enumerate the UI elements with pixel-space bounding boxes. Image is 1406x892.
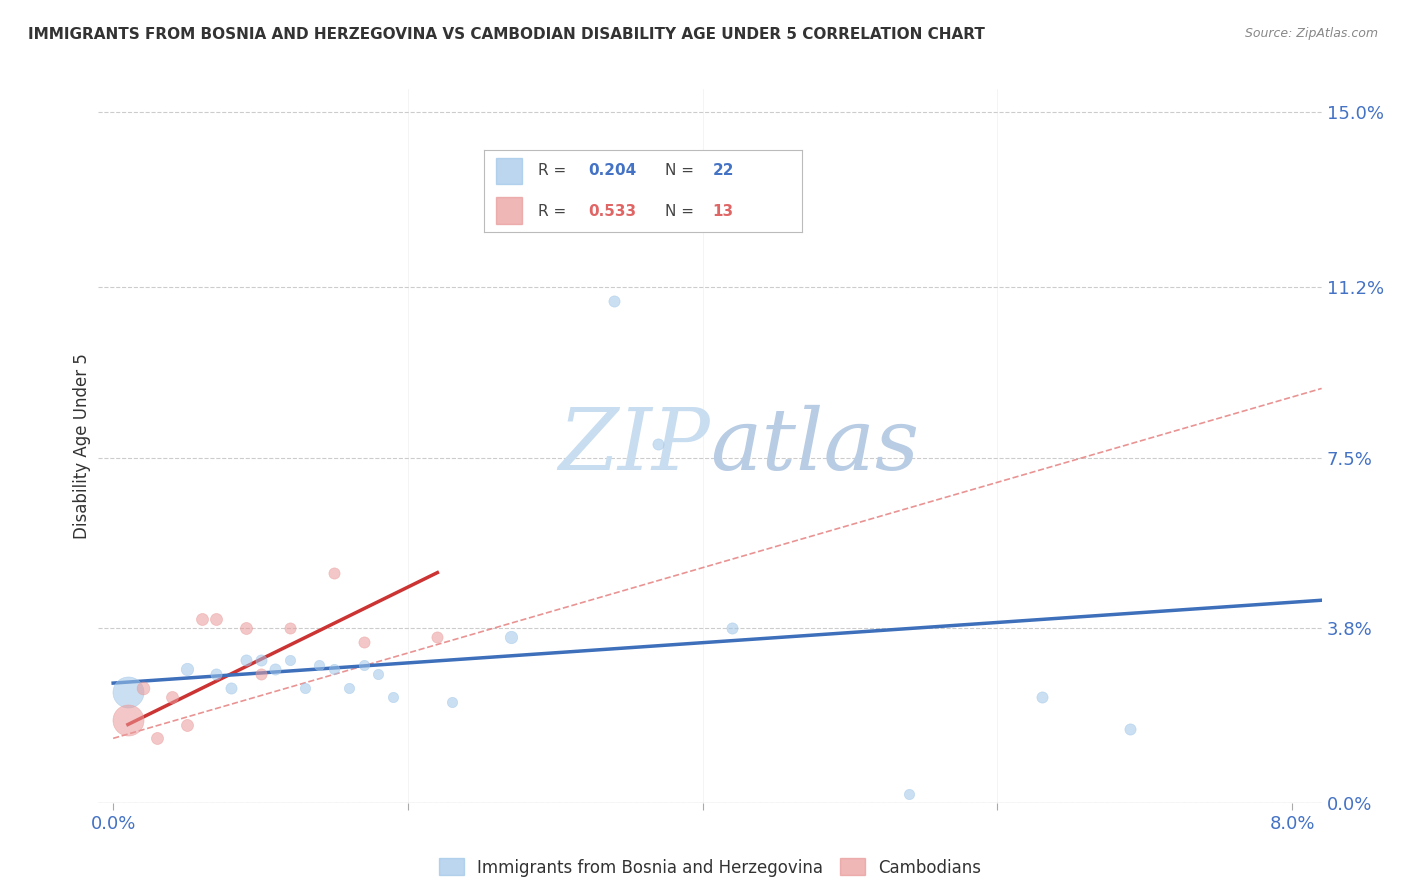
Text: Source: ZipAtlas.com: Source: ZipAtlas.com [1244,27,1378,40]
Point [426,630,449,644]
Point [264,662,287,676]
Text: IMMIGRANTS FROM BOSNIA AND HERZEGOVINA VS CAMBODIAN DISABILITY AGE UNDER 5 CORRE: IMMIGRANTS FROM BOSNIA AND HERZEGOVINA V… [28,27,986,42]
Text: ZIP: ZIP [558,405,710,487]
Point [131,681,153,695]
Point [117,685,139,699]
Point [205,612,228,626]
Point [176,717,198,731]
Point [323,566,346,580]
Point [337,681,360,695]
Point [176,662,198,676]
Point [323,662,346,676]
Point [1119,722,1142,736]
Y-axis label: Disability Age Under 5: Disability Age Under 5 [73,353,91,539]
Point [205,666,228,681]
Point [441,694,464,708]
Point [117,713,139,727]
Text: atlas: atlas [710,405,920,487]
Point [382,690,405,704]
Point [146,731,169,746]
Point [235,653,257,667]
Point [235,621,257,635]
Point [249,653,271,667]
Point [278,653,301,667]
Point [249,666,271,681]
Point [721,621,744,635]
Point [353,634,375,648]
Point [219,681,242,695]
Legend: Immigrants from Bosnia and Herzegovina, Cambodians: Immigrants from Bosnia and Herzegovina, … [439,858,981,877]
Point [647,436,669,450]
Point [898,787,921,801]
Point [190,612,212,626]
Point [603,293,626,308]
Point [353,657,375,672]
Point [278,621,301,635]
Point [499,630,522,644]
Point [160,690,183,704]
Point [294,681,316,695]
Point [308,657,330,672]
Point [367,666,389,681]
Point [1031,690,1053,704]
